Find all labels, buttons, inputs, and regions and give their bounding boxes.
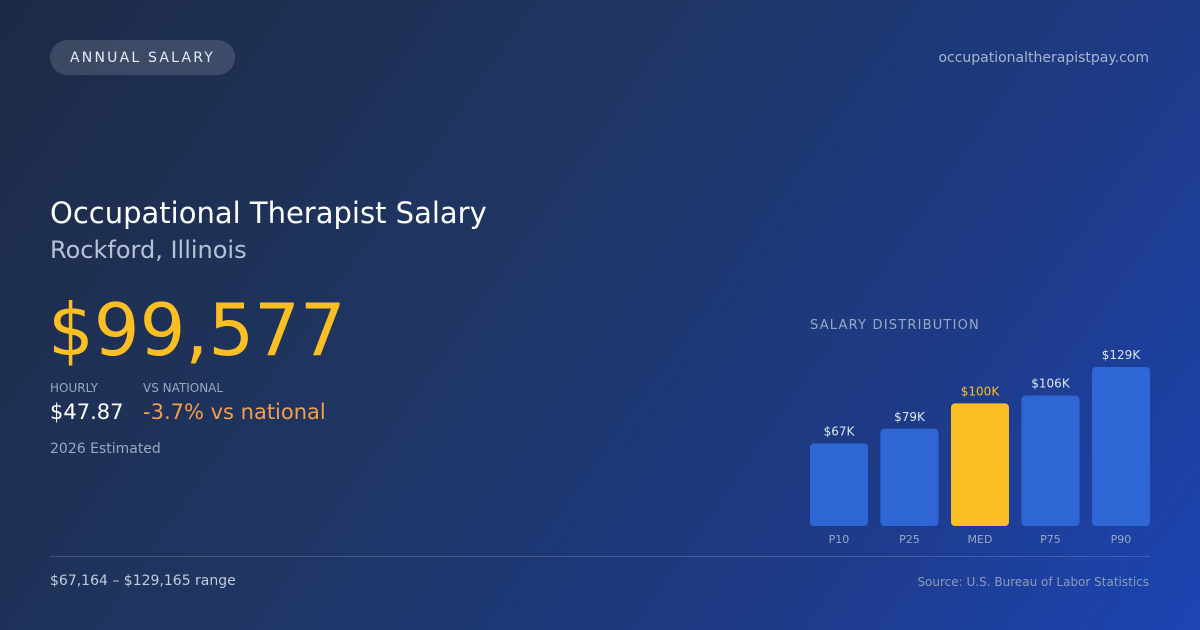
vs-national-label: VS NATIONAL [143, 381, 224, 395]
bar-value-label: $100K [961, 384, 1001, 398]
hourly-value: $47.87 [50, 400, 124, 424]
vs-national-value: -3.7% vs national [143, 400, 326, 424]
source-note: Source: U.S. Bureau of Labor Statistics [917, 575, 1149, 589]
bar-category-label: MED [968, 533, 993, 546]
footer-divider [50, 556, 1150, 557]
location-subtitle: Rockford, Illinois [50, 236, 247, 264]
bar-value-label: $79K [894, 410, 926, 424]
annual-salary-badge: ANNUAL SALARY [50, 40, 236, 75]
chart-title: SALARY DISTRIBUTION [810, 318, 980, 333]
bar-p90 [1092, 367, 1150, 526]
bar-category-label: P10 [829, 533, 850, 546]
bar-value-label: $67K [824, 424, 856, 438]
bar-value-label: $129K [1102, 348, 1142, 362]
bar-med [951, 403, 1009, 526]
bar-value-label: $106K [1031, 377, 1071, 391]
estimate-note: 2026 Estimated [50, 441, 161, 457]
bar-category-label: P90 [1111, 533, 1132, 546]
bar-p75 [1021, 395, 1080, 526]
salary-range: $67,164 – $129,165 range [50, 573, 236, 589]
bar-p25 [880, 428, 939, 526]
bar-category-label: P25 [899, 533, 920, 546]
annual-salary-value: $99,577 [48, 288, 346, 372]
bar-category-label: P75 [1040, 533, 1061, 546]
page-title: Occupational Therapist Salary [50, 196, 487, 230]
hourly-label: HOURLY [50, 381, 99, 395]
site-url: occupationaltherapistpay.com [938, 50, 1149, 66]
bar-p10 [810, 443, 868, 526]
salary-distribution-chart: $67K P10 $79K P25 $100K MED $106K P75 $129K P90 [810, 348, 1150, 546]
